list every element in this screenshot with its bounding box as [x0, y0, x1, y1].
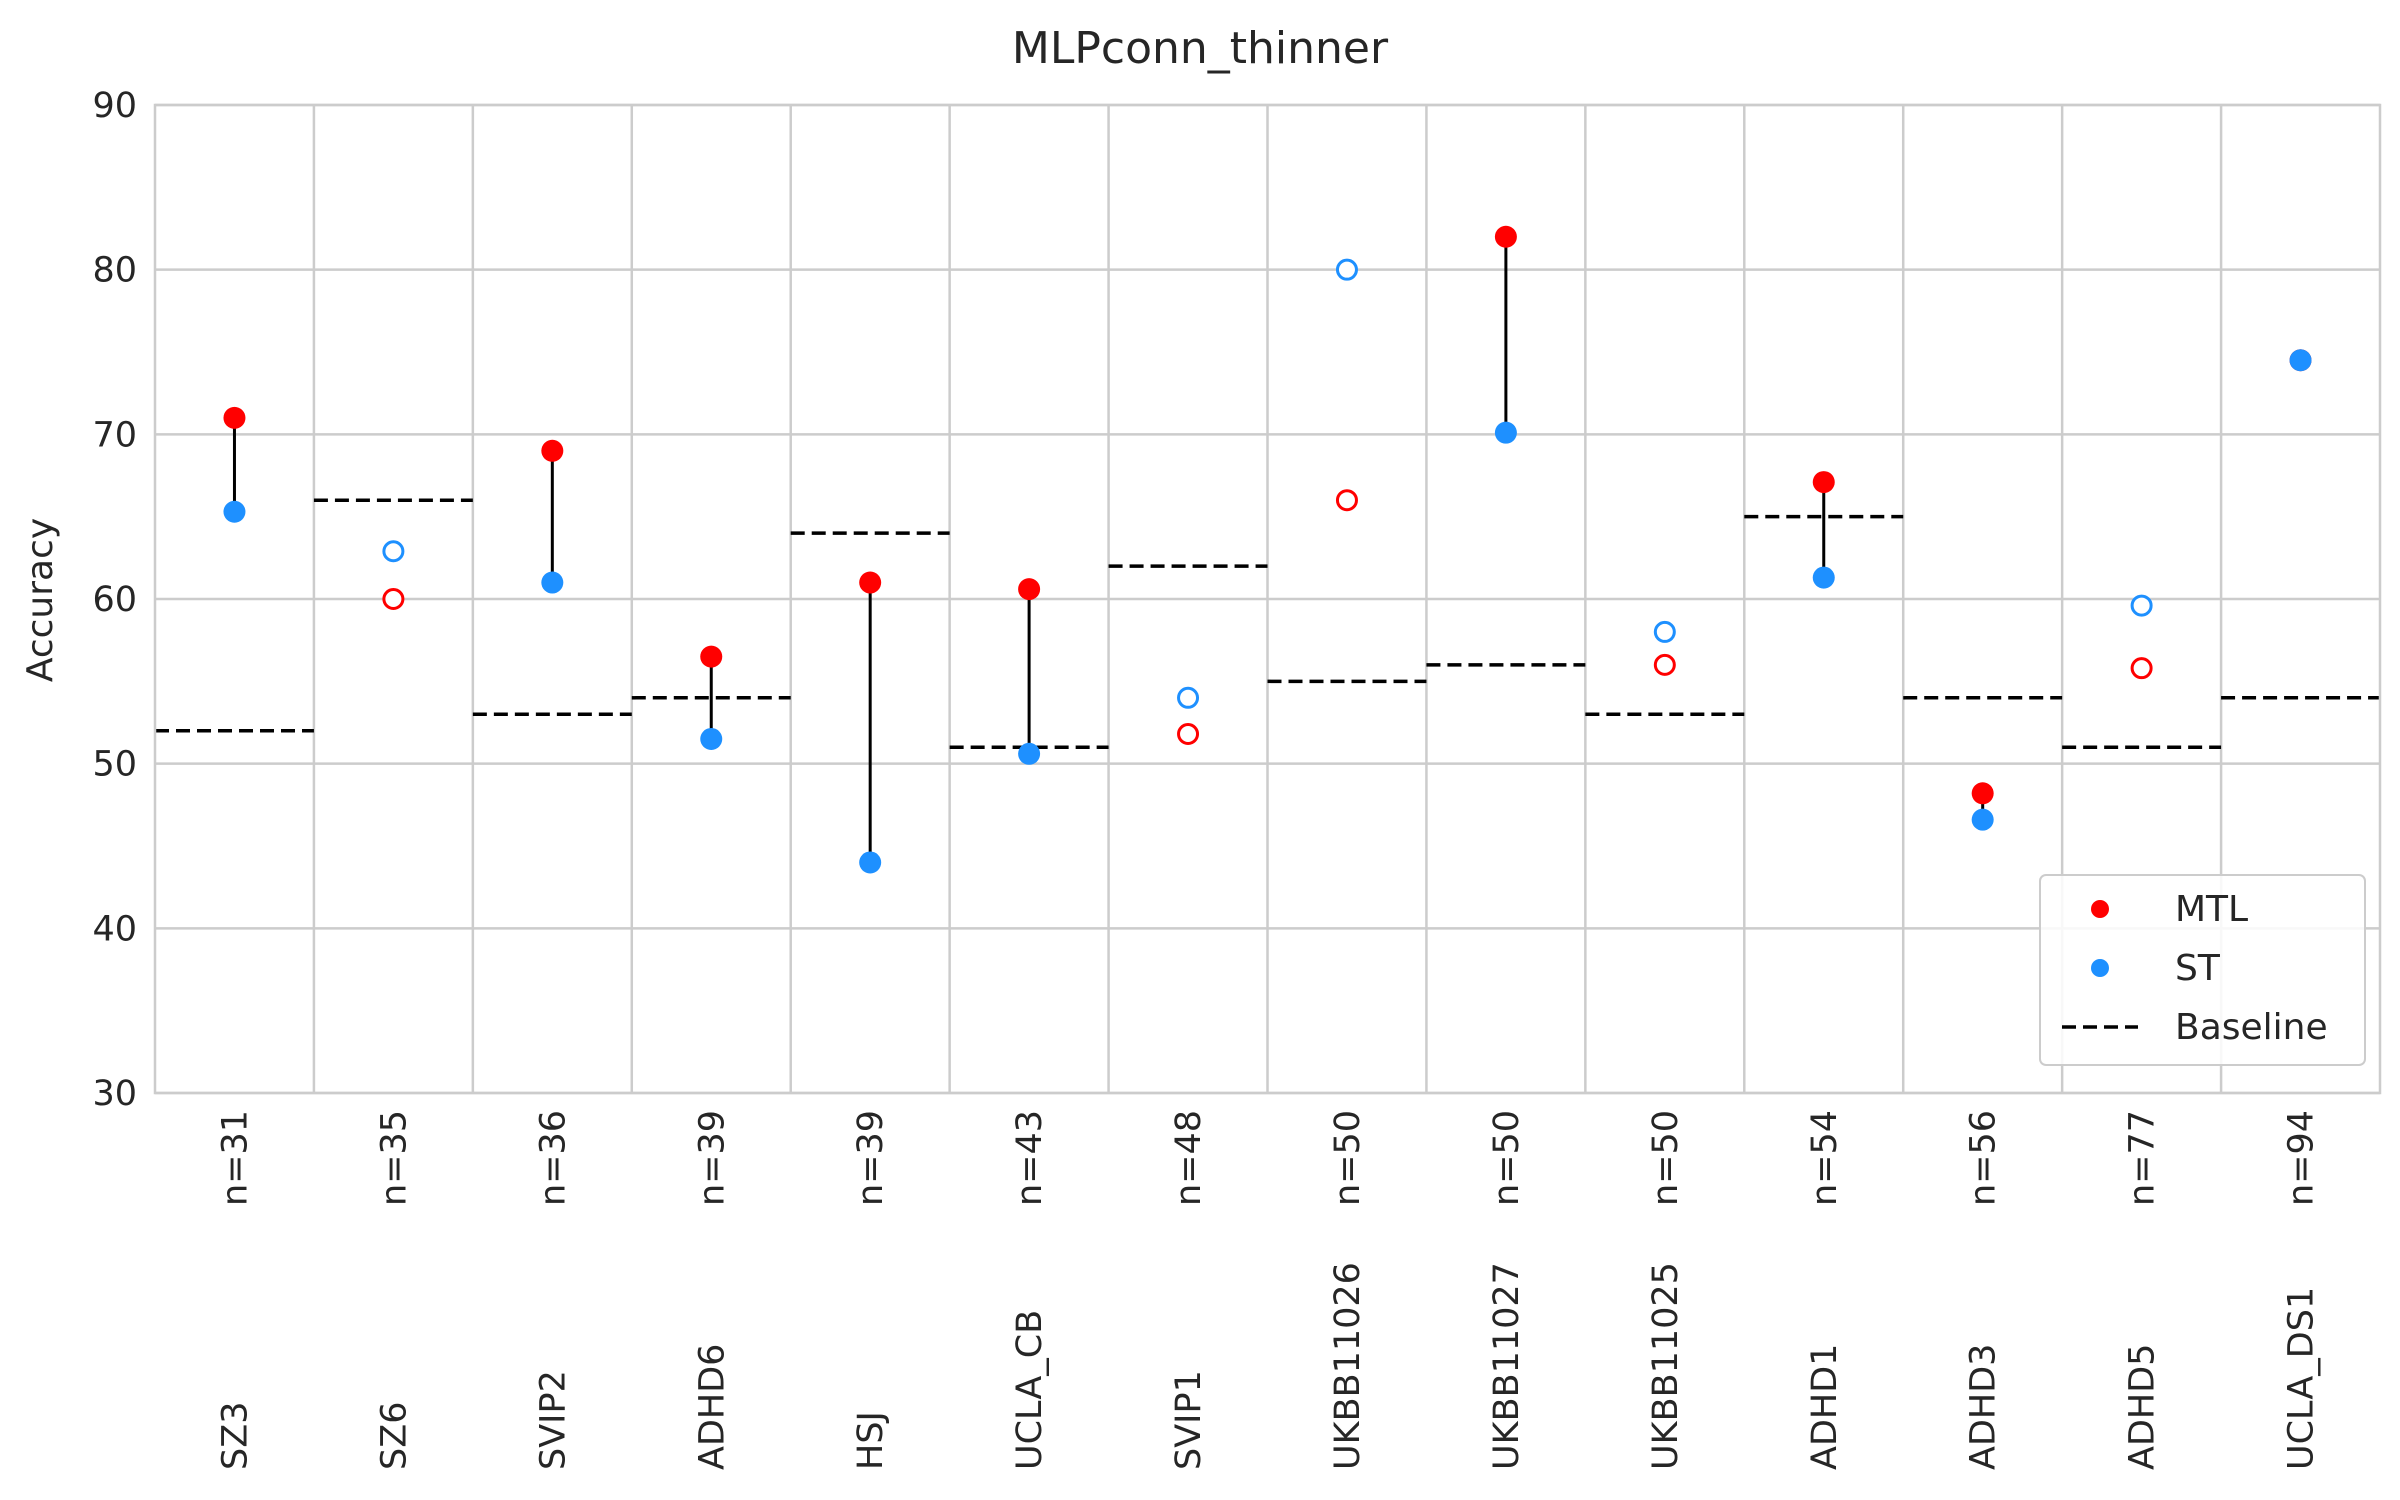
mtl-point [382, 588, 405, 610]
mtl-point [1971, 782, 1994, 805]
x-tick-n-label: n=50 [1328, 1110, 1368, 1206]
st-point [1018, 742, 1041, 765]
st-point [1971, 808, 1994, 831]
x-tick-category-label: UKBB11026 [1328, 1262, 1368, 1470]
x-tick-category-label: SZ6 [374, 1402, 414, 1470]
st-point [2289, 349, 2312, 372]
mtl-point [859, 571, 882, 594]
y-ticks: 30 40 50 60 70 80 90 [92, 86, 137, 1114]
st-point [700, 727, 723, 750]
x-ticks: n=31 SZ3 n=35 SZ6 n=36 SVIP2 n=39 ADHD6 n=39 HSJ n… [215, 1110, 2321, 1470]
legend-mtl-marker [2091, 900, 2109, 918]
y-tick-label: 50 [92, 745, 137, 785]
y-tick-label: 40 [92, 909, 137, 949]
st-point [1335, 258, 1358, 281]
x-tick-n-label: n=54 [1805, 1110, 1845, 1206]
st-point [1177, 686, 1200, 709]
x-tick-category-label: SVIP1 [1169, 1370, 1209, 1470]
mtl-point [1335, 489, 1358, 512]
x-tick-category-label: UKBB11027 [1487, 1262, 1527, 1470]
x-tick-category-label: UKBB11025 [1646, 1262, 1686, 1470]
st-point [1653, 620, 1676, 643]
x-tick-category-label: ADHD1 [1805, 1344, 1845, 1470]
x-tick-n-label: n=56 [1964, 1110, 2004, 1206]
y-axis-label: Accuracy [20, 518, 61, 682]
y-tick-label: 80 [92, 251, 137, 291]
x-tick-category-label: ADHD5 [2123, 1344, 2163, 1470]
plot-frame [153, 103, 2382, 1095]
connectors [232, 236, 1985, 863]
x-tick-category-label: UCLA_CB [1010, 1310, 1050, 1470]
legend-st-label: ST [2175, 948, 2221, 989]
x-tick-n-label: n=50 [1646, 1110, 1686, 1206]
mtl-point [223, 406, 246, 429]
mtl-point [1018, 578, 1041, 601]
st-point [541, 571, 564, 594]
legend-st-marker [2091, 959, 2109, 977]
x-tick-n-label: n=39 [692, 1110, 732, 1206]
mtl-point [1494, 225, 1517, 248]
baselines [155, 498, 2380, 749]
mtl-point [1812, 471, 1835, 494]
legend-baseline-label: Baseline [2175, 1007, 2328, 1048]
st-point [382, 540, 405, 563]
x-tick-n-label: n=31 [215, 1110, 255, 1206]
grid [155, 103, 2380, 1095]
legend-mtl-label: MTL [2175, 889, 2248, 930]
st-point [1812, 566, 1835, 589]
x-tick-category-label: SVIP2 [533, 1370, 573, 1470]
x-tick-n-label: n=94 [2282, 1110, 2322, 1206]
y-tick-label: 60 [92, 580, 137, 620]
mtl-point [700, 645, 723, 668]
legend: MTL ST Baseline [2039, 874, 2366, 1066]
points [223, 225, 2312, 874]
x-tick-n-label: n=43 [1010, 1110, 1050, 1206]
st-point [859, 851, 882, 874]
y-tick-label: 70 [92, 415, 137, 455]
x-tick-n-label: n=77 [2123, 1110, 2163, 1206]
x-tick-n-label: n=48 [1169, 1110, 1209, 1206]
x-tick-n-label: n=36 [533, 1110, 573, 1206]
mtl-point [2130, 657, 2153, 680]
x-tick-n-label: n=50 [1487, 1110, 1527, 1206]
st-point [2130, 594, 2153, 617]
mtl-point [1177, 723, 1200, 746]
y-tick-label: 30 [92, 1074, 137, 1114]
x-tick-category-label: ADHD3 [1964, 1344, 2004, 1470]
y-tick-label: 90 [92, 86, 137, 126]
x-tick-category-label: HSJ [851, 1411, 891, 1470]
mtl-point [541, 439, 564, 462]
chart-title: MLPconn_thinner [1012, 23, 1389, 74]
x-tick-n-label: n=35 [374, 1110, 414, 1206]
legend-box [2039, 874, 2366, 1066]
x-tick-category-label: UCLA_DS1 [2282, 1287, 2322, 1470]
st-point [223, 500, 246, 523]
x-tick-category-label: SZ3 [215, 1402, 255, 1470]
st-point [1494, 421, 1517, 444]
x-tick-category-label: ADHD6 [692, 1344, 732, 1470]
x-tick-n-label: n=39 [851, 1110, 891, 1206]
mtl-point [1653, 653, 1676, 676]
